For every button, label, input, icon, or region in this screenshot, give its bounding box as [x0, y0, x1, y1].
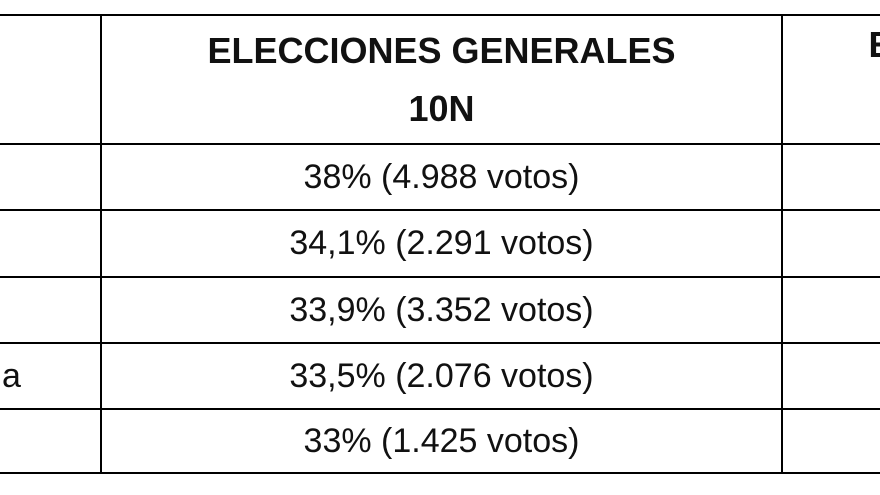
header-next-column: EL — [783, 16, 880, 80]
row-label — [0, 278, 102, 342]
table-cell-value: 38% (4.988 votos) — [303, 157, 580, 196]
table-row-divider — [0, 342, 880, 344]
row-label — [0, 145, 102, 209]
row-label — [0, 211, 102, 276]
header-elecciones-generales: ELECCIONES GENERALES 10N — [102, 16, 781, 143]
table-border-top — [0, 14, 880, 16]
table-border-bottom — [0, 472, 880, 474]
table-cell-value: 33,9% (3.352 votos) — [289, 290, 594, 329]
table-cell-value: 33% (1.425 votos) — [303, 421, 580, 460]
table-border-header — [0, 143, 880, 145]
row-label — [0, 410, 102, 472]
table-cell-value: 33,5% (2.076 votos) — [289, 356, 594, 395]
header-next-column-label: EL — [868, 16, 880, 74]
table-row-divider — [0, 276, 880, 278]
header-title-line2: 10N — [408, 87, 475, 129]
row-label: a — [2, 356, 21, 395]
header-title-line1: ELECCIONES GENERALES — [207, 29, 676, 71]
table-column-divider — [100, 14, 102, 474]
table-row-divider — [0, 408, 880, 410]
table-row-divider — [0, 209, 880, 211]
table-cell-value: 34,1% (2.291 votos) — [289, 224, 594, 262]
table-column-divider — [781, 14, 783, 474]
